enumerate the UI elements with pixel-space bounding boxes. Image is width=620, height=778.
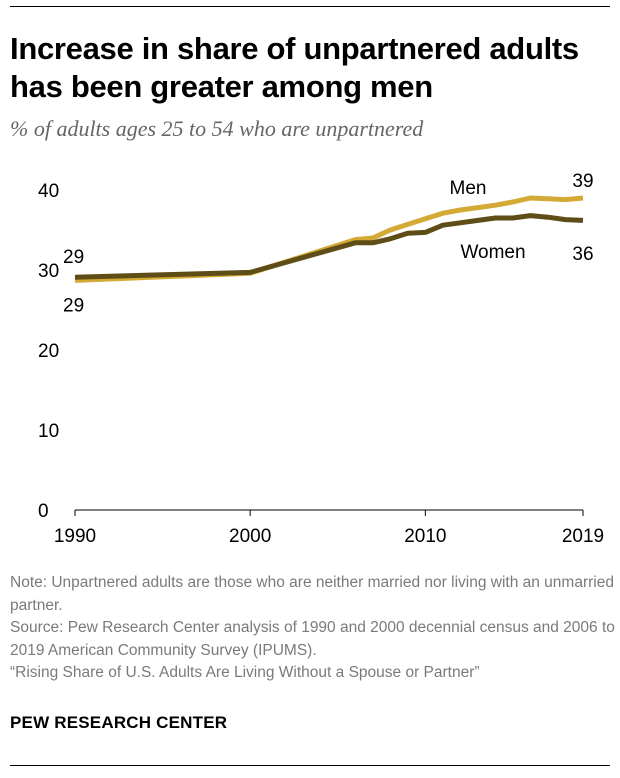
men-series-label: Men bbox=[450, 178, 487, 199]
report-title: “Rising Share of U.S. Adults Are Living … bbox=[10, 664, 480, 681]
chart-title: Increase in share of unpartnered adults … bbox=[10, 31, 579, 104]
x-tick-label: 2019 bbox=[562, 526, 604, 547]
series-line-women bbox=[74, 213, 584, 280]
source-text: Source: Pew Research Center analysis of … bbox=[10, 619, 615, 659]
y-tick-label: 10 bbox=[38, 421, 59, 442]
chart-notes: Note: Unpartnered adults are those who a… bbox=[10, 572, 615, 685]
y-tick-label: 0 bbox=[38, 501, 49, 522]
y-tick-label: 20 bbox=[38, 341, 59, 362]
x-tick-label: 1990 bbox=[54, 526, 96, 547]
chart-subtitle: % of adults ages 25 to 54 who are unpart… bbox=[10, 116, 424, 141]
men-start-value-label: 29 bbox=[63, 295, 84, 316]
women-start-value-label: 29 bbox=[63, 247, 84, 268]
y-tick-label: 40 bbox=[38, 181, 59, 202]
y-axis-ticks: 0 10 20 30 40 bbox=[38, 181, 59, 522]
y-tick-label: 30 bbox=[38, 261, 59, 282]
organization-name: PEW RESEARCH CENTER bbox=[10, 713, 228, 732]
women-series-label: Women bbox=[460, 242, 525, 263]
x-tick-label: 2000 bbox=[229, 526, 271, 547]
note-text: Note: Unpartnered adults are those who a… bbox=[10, 574, 614, 614]
series-line-men bbox=[74, 195, 584, 283]
series-labels: 29 29 Men Women 39 36 bbox=[63, 171, 594, 316]
bottom-rule bbox=[10, 765, 610, 766]
top-rule bbox=[10, 6, 610, 7]
men-end-value-label: 39 bbox=[572, 171, 593, 192]
series-lines bbox=[74, 195, 584, 283]
line-chart: 0 10 20 30 40 1990 2000 2010 2019 29 29 Men Women 3… bbox=[38, 171, 604, 547]
x-tick-label: 2010 bbox=[404, 526, 446, 547]
women-end-value-label: 36 bbox=[572, 244, 593, 265]
x-axis-ticks: 1990 2000 2010 2019 bbox=[54, 510, 604, 547]
